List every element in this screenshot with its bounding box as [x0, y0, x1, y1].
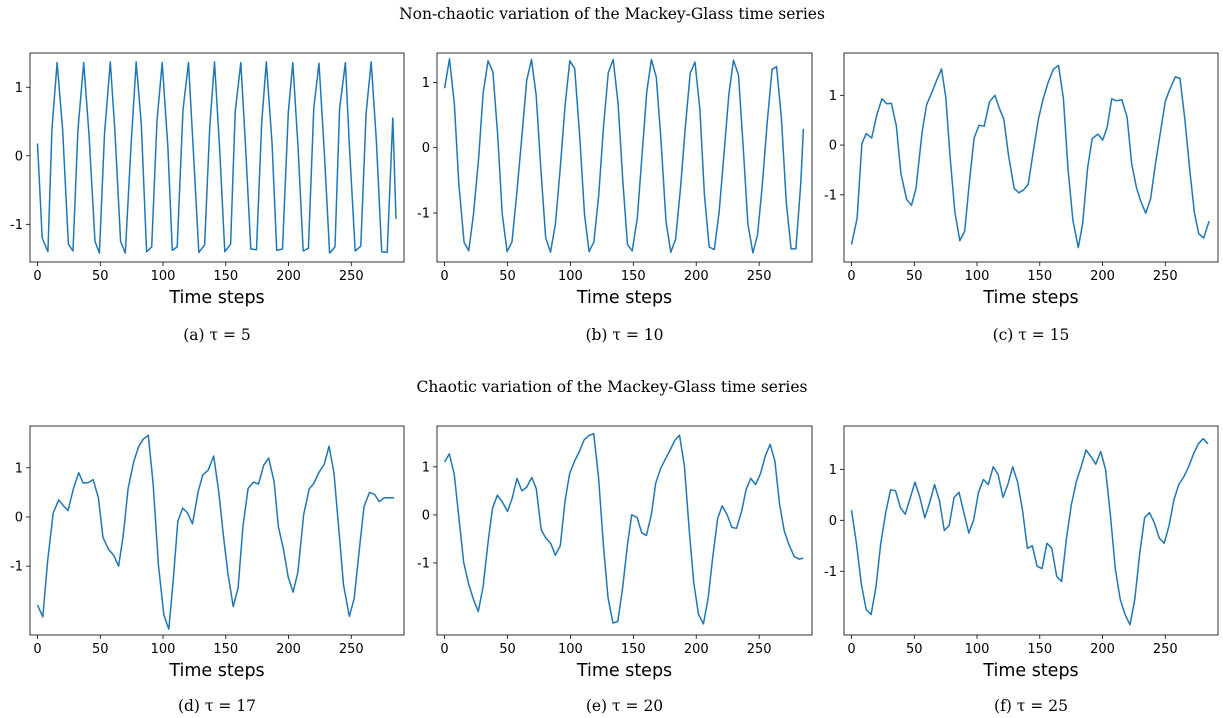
plot-frame	[843, 425, 1219, 636]
y-tick-label: 0	[15, 149, 23, 164]
panel-caption: (f) τ = 25	[994, 697, 1068, 715]
x-tick-label: 0	[33, 642, 41, 657]
x-tick-label: 100	[151, 642, 176, 657]
x-tick-label: 50	[92, 269, 109, 284]
x-tick-label: 0	[847, 269, 855, 284]
x-tick-label: 50	[906, 269, 923, 284]
series-line	[443, 58, 805, 254]
x-tick-label: 150	[1027, 642, 1052, 657]
x-axis-label: Time steps	[576, 288, 672, 308]
x-tick-label: 200	[684, 269, 709, 284]
panel-caption: (e) τ = 20	[586, 697, 663, 715]
x-tick-label: 100	[151, 269, 176, 284]
plot-frame	[436, 425, 813, 636]
y-tick-label: 1	[15, 81, 23, 96]
x-tick-label: 100	[965, 642, 990, 657]
panel-a: 0 50 100 150 200 250 -1 0 1 Time steps (a) τ = 5	[10, 52, 405, 344]
x-tick-label: 250	[339, 642, 364, 657]
x-axis-label: Time steps	[168, 661, 264, 681]
y-tick-label: 1	[422, 460, 430, 475]
x-tick-label: 250	[339, 269, 364, 284]
x-tick-label: 100	[558, 269, 583, 284]
x-tick-label: 0	[847, 642, 855, 657]
y-tick-label: -1	[824, 188, 837, 203]
x-tick-label: 150	[621, 642, 646, 657]
panel-caption: (a) τ = 5	[183, 326, 251, 344]
y-tick-label: 1	[15, 461, 23, 476]
x-tick-label: 200	[1090, 642, 1115, 657]
x-tick-label: 0	[440, 642, 448, 657]
plot-frame	[843, 52, 1219, 263]
row-title-top: Non-chaotic variation of the Mackey-Glas…	[399, 5, 825, 23]
plot-frame	[436, 52, 813, 263]
x-tick-label: 200	[276, 642, 301, 657]
x-tick-label: 250	[1153, 642, 1178, 657]
x-tick-label: 200	[1090, 269, 1115, 284]
y-tick-label: 0	[15, 510, 23, 525]
x-tick-label: 150	[621, 269, 646, 284]
x-tick-label: 250	[747, 642, 772, 657]
x-tick-label: 100	[558, 642, 583, 657]
y-tick-label: 0	[422, 508, 430, 523]
panel-caption: (b) τ = 10	[585, 326, 663, 344]
y-tick-label: -1	[417, 556, 430, 571]
y-tick-label: 0	[829, 514, 837, 529]
y-tick-label: 1	[829, 89, 837, 104]
x-tick-label: 50	[499, 269, 516, 284]
x-tick-label: 200	[684, 642, 709, 657]
plot-frame	[29, 52, 405, 263]
x-tick-label: 100	[965, 269, 990, 284]
x-tick-label: 250	[1153, 269, 1178, 284]
x-axis-label: Time steps	[982, 661, 1078, 681]
panel-b: 0 50 100 150 200 250 -1 0 1 Time steps (b) τ = 10	[417, 52, 813, 344]
series-line	[850, 64, 1210, 249]
series-line	[36, 434, 394, 630]
y-tick-label: 0	[829, 139, 837, 154]
y-tick-label: -1	[10, 560, 23, 575]
x-axis-label: Time steps	[576, 661, 672, 681]
x-tick-label: 250	[747, 269, 772, 284]
y-tick-label: -1	[10, 218, 23, 233]
x-tick-label: 150	[213, 269, 238, 284]
x-tick-label: 200	[276, 269, 301, 284]
x-axis-label: Time steps	[982, 288, 1078, 308]
x-tick-label: 50	[906, 642, 923, 657]
series-line	[443, 432, 804, 625]
row-title-bottom: Chaotic variation of the Mackey-Glass ti…	[417, 378, 808, 396]
x-tick-label: 50	[92, 642, 109, 657]
panel-d: 0 50 100 150 200 250 -1 0 1 Time steps (d) τ = 17	[10, 425, 405, 715]
series-line	[850, 437, 1209, 626]
x-tick-label: 0	[33, 269, 41, 284]
y-tick-label: 1	[829, 463, 837, 478]
y-tick-label: 0	[422, 141, 430, 156]
panel-caption: (d) τ = 17	[178, 697, 256, 715]
x-tick-label: 50	[499, 642, 516, 657]
y-tick-label: 1	[422, 76, 430, 91]
x-axis-label: Time steps	[168, 288, 264, 308]
panel-f: 0 50 100 150 200 250 -1 0 1 Time steps (f) τ = 25	[824, 425, 1219, 715]
y-tick-label: -1	[824, 565, 837, 580]
x-tick-label: 0	[440, 269, 448, 284]
x-tick-label: 150	[1027, 269, 1052, 284]
panel-e: 0 50 100 150 200 250 -1 0 1 Time steps (e) τ = 20	[417, 425, 813, 715]
y-tick-label: -1	[417, 207, 430, 222]
series-line	[36, 61, 397, 254]
plot-frame	[29, 425, 405, 636]
x-tick-label: 150	[213, 642, 238, 657]
panel-caption: (c) τ = 15	[993, 326, 1070, 344]
panel-c: 0 50 100 150 200 250 -1 0 1 Time steps (c) τ = 15	[824, 52, 1219, 344]
